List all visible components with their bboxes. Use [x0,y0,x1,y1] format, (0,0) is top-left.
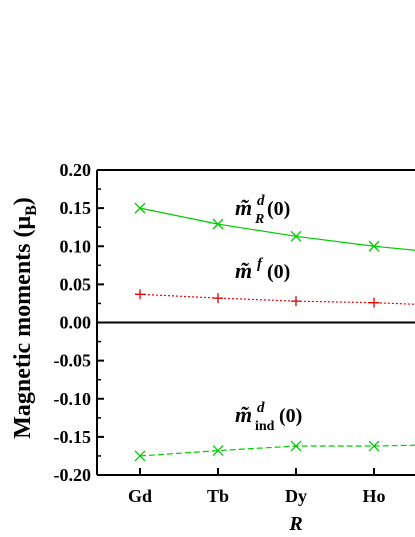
y-axis-label-main: Magnetic moments (μ [10,216,36,439]
x-tick-label: Ho [362,486,385,506]
y-tick-label: -0.15 [54,427,92,447]
marker [134,202,146,214]
x-tick-label: Dy [285,486,307,506]
y-axis-label-sub: B [23,205,40,216]
annotation-base: m̃ [235,195,252,220]
annotation: m̃ dR (0) [235,193,290,227]
y-tick-label: 0.05 [60,274,92,294]
marker [135,289,145,300]
y-axis-label-end: ) [10,197,36,205]
annotation-base: m̃ [235,258,252,283]
y-tick-label: -0.10 [54,389,92,409]
annotation-sup: f [257,256,264,272]
x-axis-label: R [288,513,302,535]
marker [290,230,302,242]
annotation: m̃ f (0) [235,256,290,283]
marker [368,240,380,252]
annotation-tail: (0) [267,198,290,220]
annotation-tail: (0) [267,261,290,283]
y-tick-label: -0.20 [54,465,92,485]
y-tick-label: -0.05 [54,351,92,371]
annotation-base: m̃ [235,402,252,427]
y-tick-label: 0.20 [60,160,92,180]
annotation-sub: R [254,212,264,227]
y-tick-label: 0.00 [60,313,92,333]
annotation-sub: ind [255,419,275,434]
annotation: m̃ d ind (0) [235,400,302,434]
marker [369,297,379,308]
y-axis-label: Magnetic moments (μB) [10,197,40,439]
annotation-tail: (0) [279,405,302,427]
y-tick-label: 0.15 [60,198,92,218]
marker [291,296,301,307]
annotation-sup: d [257,193,265,209]
marker [213,293,223,304]
x-tick-label: Tb [207,486,229,506]
marker [212,218,224,230]
marker [134,450,146,462]
y-tick-label: 0.10 [60,236,92,256]
annotation-sup: d [257,400,265,416]
marker [212,445,224,457]
x-tick-label: Gd [128,486,152,506]
marker [368,440,380,452]
marker [290,440,302,452]
